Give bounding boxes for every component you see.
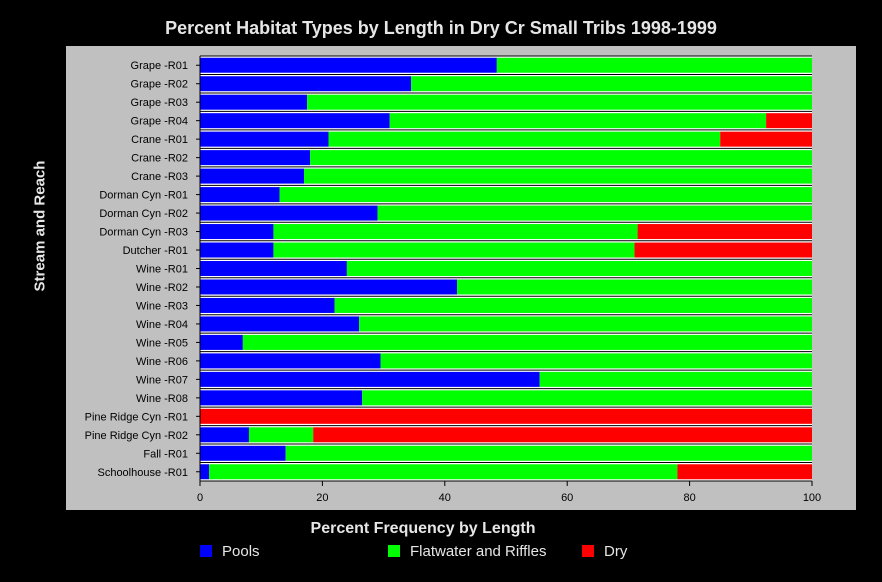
- bar-flatwater: [334, 297, 812, 313]
- x-tick-label: 20: [316, 492, 328, 504]
- category-label: Grape -R04: [131, 116, 188, 128]
- bar-dry: [634, 242, 812, 258]
- bar-dry: [637, 224, 812, 240]
- bars-group: [200, 57, 813, 480]
- category-label: Dorman Cyn -R02: [99, 208, 188, 220]
- bar-flatwater: [209, 464, 678, 480]
- bar-pools: [200, 113, 390, 129]
- bar-pools: [200, 261, 347, 276]
- bar-pools: [200, 57, 497, 73]
- bar-flatwater: [359, 316, 812, 332]
- bar-pools: [200, 390, 363, 406]
- category-label: Wine -R07: [136, 374, 188, 386]
- bar-flatwater: [310, 150, 812, 166]
- category-label: Crane -R03: [131, 171, 188, 183]
- bar-pools: [200, 205, 378, 221]
- bar-pools: [200, 224, 274, 240]
- legend-swatch-pools: [200, 545, 212, 557]
- bar-flatwater: [411, 76, 812, 92]
- category-label: Dorman Cyn -R01: [99, 190, 188, 202]
- category-label: Wine -R02: [136, 282, 188, 294]
- category-label: Schoolhouse -R01: [97, 467, 188, 479]
- bar-pools: [200, 187, 280, 203]
- bar-flatwater: [273, 242, 635, 258]
- x-tick-label: 100: [803, 492, 821, 504]
- legend-label-flatwater: Flatwater and Riffles: [410, 542, 547, 560]
- category-label: Grape -R03: [131, 97, 188, 109]
- legend-swatch-dry: [582, 545, 594, 557]
- legend-item-pools: Pools: [200, 542, 260, 560]
- bar-pools: [200, 316, 360, 332]
- bar-flatwater: [307, 94, 812, 110]
- category-label: Wine -R04: [136, 319, 188, 331]
- bar-pools: [200, 464, 210, 480]
- bar-flatwater: [380, 353, 812, 369]
- axes-group: [196, 56, 813, 486]
- bar-dry: [766, 113, 812, 129]
- bar-pools: [200, 334, 243, 350]
- bar-flatwater: [389, 113, 767, 129]
- category-label: Grape -R02: [131, 79, 188, 91]
- bar-flatwater: [242, 334, 813, 350]
- x-tick-labels: 0 20 40 60 80 100: [197, 492, 821, 504]
- bar-flatwater: [346, 261, 812, 276]
- category-label: Fall -R01: [143, 448, 188, 460]
- category-label: Wine -R01: [136, 264, 188, 276]
- bar-pools: [200, 445, 286, 461]
- legend-swatch-flatwater: [388, 545, 400, 557]
- y-axis-label: Stream and Reach: [31, 160, 49, 292]
- bar-flatwater: [457, 279, 812, 295]
- category-label: Dutcher -R01: [123, 245, 188, 257]
- category-label: Wine -R05: [136, 337, 188, 349]
- bar-pools: [200, 131, 329, 147]
- bar-pools: [200, 427, 249, 443]
- bar-flatwater: [377, 205, 812, 221]
- category-label: Grape -R01: [131, 60, 188, 72]
- bar-pools: [200, 279, 458, 295]
- bar-dry: [720, 131, 812, 147]
- x-tick-label: 60: [561, 492, 573, 504]
- bar-pools: [200, 242, 274, 258]
- category-label: Pine Ridge Cyn -R02: [85, 430, 188, 442]
- bar-pools: [200, 168, 305, 184]
- category-label: Crane -R01: [131, 134, 188, 146]
- category-label: Wine -R06: [136, 356, 188, 368]
- bar-pools: [200, 353, 381, 369]
- bar-dry: [200, 408, 812, 424]
- legend-item-dry: Dry: [582, 542, 627, 560]
- bar-pools: [200, 150, 311, 166]
- bar-flatwater: [248, 427, 314, 443]
- bar-pools: [200, 297, 335, 313]
- x-tick-label: 80: [683, 492, 695, 504]
- x-axis-label: Percent Frequency by Length: [310, 520, 536, 537]
- bar-dry: [313, 427, 812, 443]
- category-label: Wine -R03: [136, 300, 188, 312]
- bar-flatwater: [496, 57, 812, 73]
- bar-dry: [677, 464, 812, 480]
- bar-flatwater: [328, 131, 721, 147]
- x-tick-label: 0: [197, 492, 203, 504]
- legend-label-pools: Pools: [222, 542, 260, 560]
- bar-flatwater: [279, 187, 812, 203]
- bar-flatwater: [273, 224, 638, 240]
- category-labels: Grape -R01 Grape -R02 Grape -R03 Grape -R04…: [85, 60, 188, 479]
- bar-flatwater: [304, 168, 812, 184]
- category-label: Crane -R02: [131, 153, 188, 165]
- legend-label-dry: Dry: [604, 542, 628, 560]
- legend-item-flatwater: Flatwater and Riffles: [388, 542, 546, 560]
- bar-flatwater: [362, 390, 812, 406]
- category-label: Wine -R08: [136, 393, 188, 405]
- bar-flatwater: [285, 445, 812, 461]
- category-label: Pine Ridge Cyn -R01: [85, 411, 188, 423]
- category-label: Dorman Cyn -R03: [99, 227, 188, 239]
- x-tick-label: 40: [439, 492, 451, 504]
- bar-flatwater: [539, 371, 812, 387]
- bar-pools: [200, 76, 412, 92]
- chart-title: Percent Habitat Types by Length in Dry C…: [165, 18, 717, 38]
- bar-pools: [200, 371, 540, 387]
- bar-pools: [200, 94, 308, 110]
